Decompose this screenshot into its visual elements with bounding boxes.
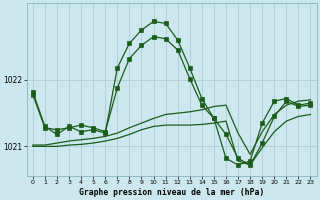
X-axis label: Graphe pression niveau de la mer (hPa): Graphe pression niveau de la mer (hPa)	[79, 188, 264, 197]
